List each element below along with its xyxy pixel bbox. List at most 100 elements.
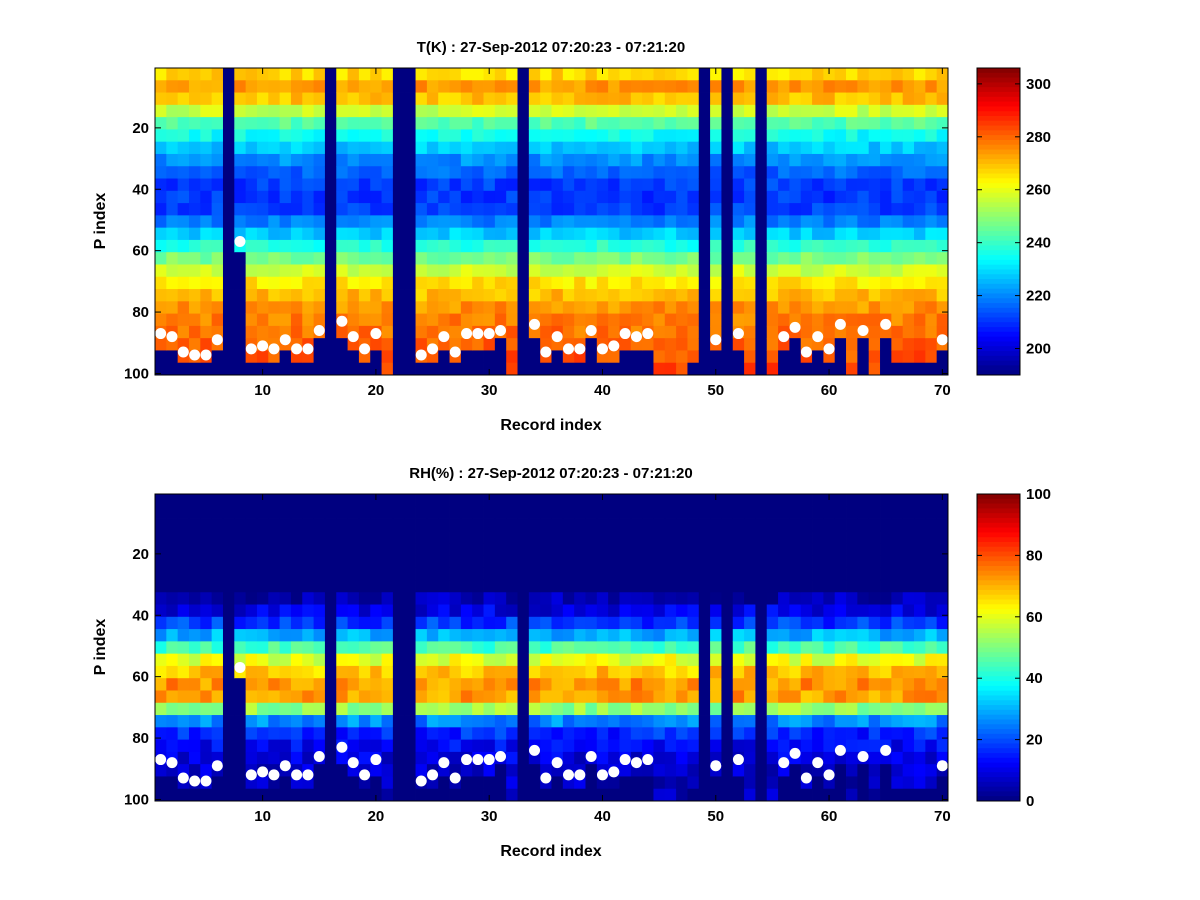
heatmap-cell	[222, 338, 235, 351]
heatmap-cell	[358, 166, 371, 179]
heatmap-cell	[336, 629, 348, 642]
heatmap-cell	[710, 555, 722, 569]
heatmap-cell	[914, 276, 926, 290]
heatmap-cell	[426, 665, 439, 679]
heatmap-cell	[766, 252, 779, 265]
heatmap-cell	[642, 350, 654, 364]
heatmap-cell	[256, 776, 269, 790]
heatmap-cell	[868, 350, 881, 364]
heatmap-cell	[880, 141, 892, 155]
heatmap-cell	[642, 604, 654, 618]
heatmap-cell	[177, 129, 190, 143]
heatmap-cell	[721, 129, 734, 143]
heatmap-cell	[834, 276, 847, 290]
heatmap-cell	[710, 92, 722, 106]
heatmap-cell	[562, 276, 575, 290]
heatmap-cell	[166, 739, 179, 753]
heatmap-cell	[540, 215, 552, 229]
heatmap-cell	[392, 153, 405, 167]
heatmap-cell	[857, 252, 870, 265]
heatmap-cell	[381, 301, 394, 314]
heatmap-cell	[166, 117, 179, 130]
heatmap-cell	[789, 715, 802, 728]
heatmap-cell	[664, 690, 677, 704]
heatmap-cell	[823, 776, 836, 790]
heatmap-cell	[744, 530, 756, 544]
heatmap-cell	[200, 301, 213, 314]
heatmap-cell	[358, 494, 371, 507]
heatmap-cell	[279, 629, 292, 642]
heatmap-cell	[925, 178, 938, 192]
heatmap-cell	[166, 92, 179, 106]
heatmap-cell	[302, 252, 314, 265]
heatmap-cell	[245, 227, 258, 241]
heatmap-cell	[472, 665, 484, 679]
heatmap-cell	[778, 678, 790, 691]
heatmap-cell	[222, 616, 235, 630]
heatmap-cell	[857, 68, 870, 81]
heatmap-cell	[347, 788, 360, 802]
heatmap-cell	[472, 68, 484, 81]
heatmap-cell	[290, 690, 303, 704]
y-tick-label: 80	[132, 304, 149, 321]
heatmap-cell	[732, 494, 745, 507]
heatmap-cell	[404, 543, 416, 556]
heatmap-cell	[188, 715, 201, 728]
heatmap-cell	[880, 702, 892, 716]
surface-marker	[936, 334, 948, 346]
surface-marker	[732, 328, 744, 340]
heatmap-cell	[211, 727, 224, 740]
heatmap-cell	[506, 715, 518, 728]
heatmap-cell	[721, 616, 734, 630]
heatmap-cell	[778, 518, 790, 532]
heatmap-cell	[936, 751, 949, 765]
heatmap-cell	[925, 276, 938, 290]
heatmap-cell	[823, 739, 836, 753]
heatmap-cell	[676, 68, 688, 81]
heatmap-cell	[857, 289, 870, 302]
heatmap-cell	[279, 141, 292, 155]
heatmap-cell	[404, 739, 416, 753]
colorbar-segment	[977, 724, 1020, 730]
heatmap-cell	[891, 166, 904, 179]
heatmap-cell	[562, 776, 575, 790]
heatmap-cell	[336, 751, 348, 765]
heatmap-cell	[404, 178, 416, 192]
surface-marker	[427, 343, 439, 355]
heatmap-cell	[234, 362, 247, 376]
surface-marker	[177, 346, 189, 358]
heatmap-cell	[608, 665, 620, 679]
heatmap-cell	[642, 141, 654, 155]
heatmap-cell	[358, 153, 371, 167]
heatmap-cell	[868, 629, 881, 642]
heatmap-cell	[256, 690, 269, 704]
heatmap-cell	[438, 715, 450, 728]
heatmap-cell	[789, 313, 802, 327]
heatmap-cell	[404, 350, 416, 364]
heatmap-cell	[155, 92, 167, 106]
heatmap-cell	[596, 227, 609, 241]
heatmap-cell	[857, 276, 870, 290]
heatmap-cell	[415, 555, 428, 569]
heatmap-cell	[925, 727, 938, 740]
heatmap-cell	[902, 751, 915, 765]
heatmap-cell	[245, 129, 258, 143]
heatmap-cell	[766, 338, 779, 351]
heatmap-cell	[891, 190, 904, 204]
heatmap-cell	[155, 350, 167, 364]
heatmap-cell	[596, 739, 609, 753]
surface-marker	[302, 343, 314, 355]
heatmap-cell	[517, 567, 530, 581]
heatmap-cell	[619, 264, 632, 278]
heatmap-cell	[358, 788, 371, 802]
heatmap-cell	[630, 543, 643, 556]
colorbar-segment	[977, 197, 1020, 203]
heatmap-cell	[687, 530, 700, 544]
heatmap-cell	[279, 68, 292, 81]
heatmap-cell	[891, 289, 904, 302]
heatmap-cell	[540, 289, 552, 302]
heatmap-cell	[188, 227, 201, 241]
heatmap-cell	[234, 289, 247, 302]
heatmap-cell	[721, 665, 734, 679]
heatmap-cell	[596, 604, 609, 618]
